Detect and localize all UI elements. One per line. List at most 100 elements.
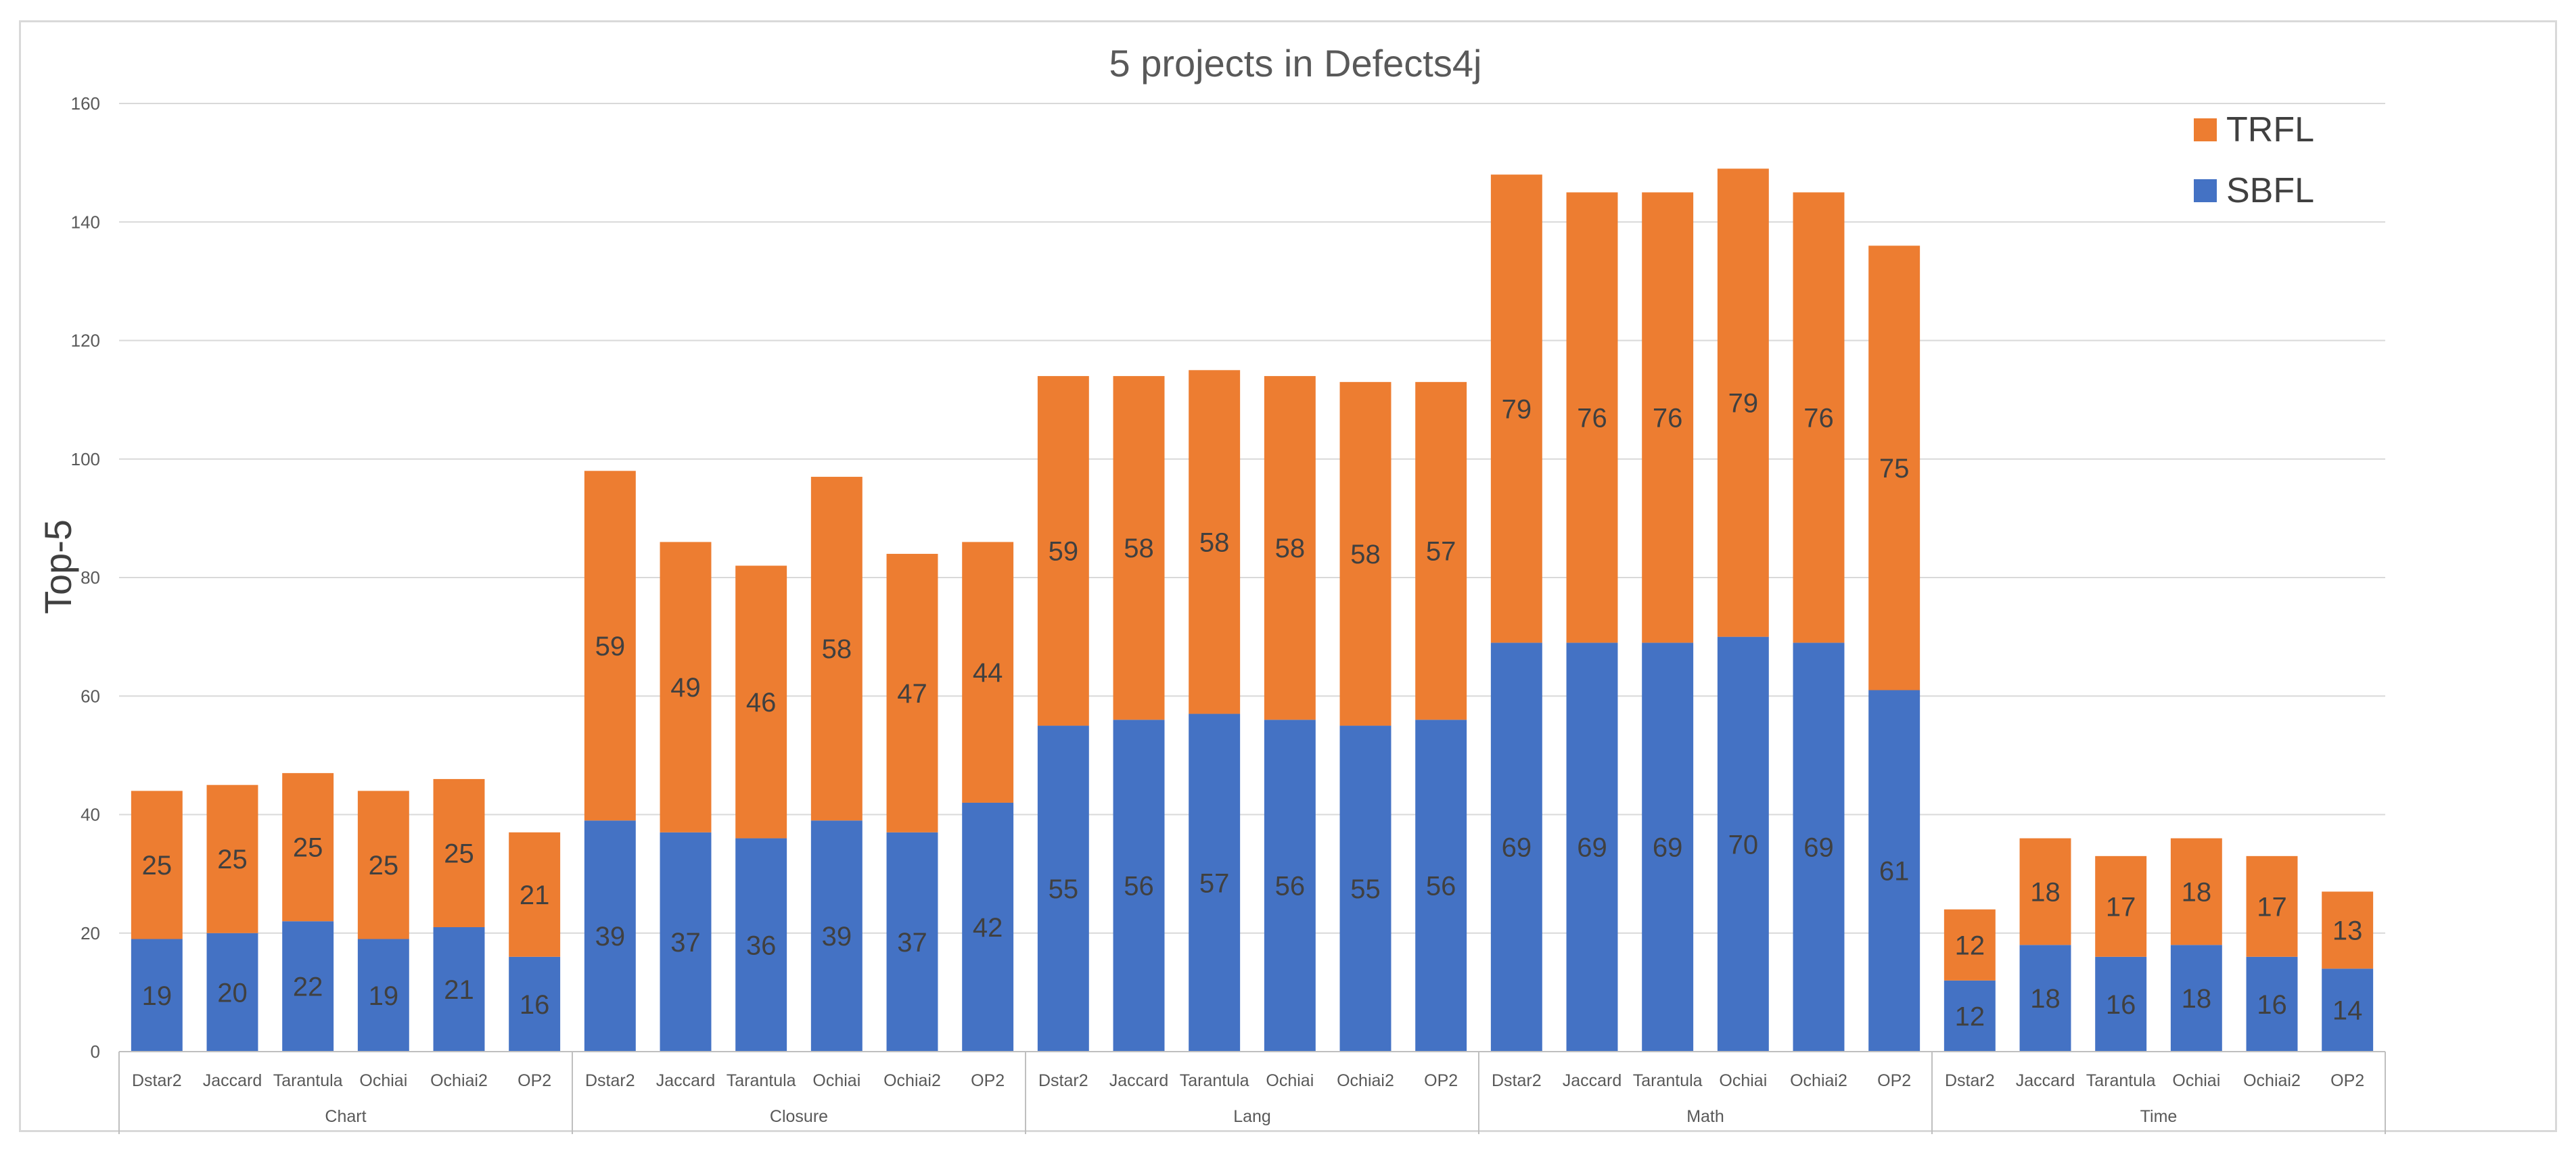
x-group-label: Math xyxy=(1686,1107,1724,1126)
bar-trfl xyxy=(1944,909,1996,981)
y-tick-label: 40 xyxy=(80,805,100,825)
y-tick-label: 160 xyxy=(71,93,100,114)
data-label-sbfl: 19 xyxy=(142,981,172,1011)
data-label-sbfl: 36 xyxy=(746,931,777,960)
bar-sbfl xyxy=(2095,956,2147,1052)
data-label-sbfl: 70 xyxy=(1728,830,1759,860)
x-tick-label: Jaccard xyxy=(1563,1071,1622,1090)
bar-sbfl xyxy=(1944,980,1996,1052)
data-label-sbfl: 21 xyxy=(444,975,474,1005)
bar-sbfl xyxy=(1566,642,1618,1052)
data-label-sbfl: 56 xyxy=(1124,872,1154,901)
bar-sbfl xyxy=(1264,720,1316,1052)
bar-trfl xyxy=(2322,891,2374,969)
bars: 19 25 20 25 22 25 19 25 21 25 16 21 39 59 37 49 36 46 39 58… xyxy=(131,168,2374,1052)
data-label-trfl: 58 xyxy=(1124,534,1154,563)
x-tick-label: Tarantula xyxy=(273,1071,343,1090)
x-group-label: Lang xyxy=(1233,1107,1271,1126)
bar-trfl xyxy=(735,565,787,839)
bar-trfl xyxy=(282,773,334,922)
bar-trfl xyxy=(1642,192,1694,643)
legend: TRFL SBFL xyxy=(2194,110,2314,210)
bar-sbfl xyxy=(433,927,485,1052)
x-tick-label: Jaccard xyxy=(2016,1071,2075,1090)
y-tick-label: 20 xyxy=(80,923,100,943)
bar-trfl xyxy=(584,471,636,821)
data-label-sbfl: 69 xyxy=(1803,833,1834,863)
y-tick-label: 120 xyxy=(71,331,100,351)
data-label-sbfl: 20 xyxy=(217,978,248,1008)
data-label-sbfl: 16 xyxy=(520,990,550,1020)
legend-label-sbfl: SBFL xyxy=(2226,171,2314,210)
x-tick-label: Ochiai2 xyxy=(2243,1071,2301,1090)
bar-sbfl xyxy=(1490,642,1542,1052)
bar-sbfl xyxy=(1113,720,1165,1052)
bar-trfl xyxy=(433,778,485,927)
bar-trfl xyxy=(2095,855,2147,957)
x-tick-label: Ochiai2 xyxy=(883,1071,941,1090)
bar-trfl xyxy=(1868,245,1920,690)
x-tick-label: Jaccard xyxy=(1109,1071,1169,1090)
bar-trfl xyxy=(357,791,409,939)
bar-trfl xyxy=(1566,192,1618,643)
bar-sbfl xyxy=(131,939,183,1052)
x-tick-label: Ochiai2 xyxy=(1337,1071,1394,1090)
data-label-sbfl: 69 xyxy=(1502,833,1532,863)
bar-sbfl xyxy=(1642,642,1694,1052)
x-tick-label: Dstar2 xyxy=(1038,1071,1088,1090)
data-label-sbfl: 37 xyxy=(670,928,701,958)
chart-frame: 5 projects in Defects4j 0 20 40 60 80 100 120 1… xyxy=(19,20,2557,1134)
data-label-sbfl: 57 xyxy=(1199,868,1230,898)
data-label-sbfl: 69 xyxy=(1653,833,1683,863)
data-label-trfl: 25 xyxy=(217,845,248,874)
data-label-sbfl: 42 xyxy=(973,913,1003,943)
data-label-trfl: 58 xyxy=(1350,540,1381,569)
x-tick-label: Ochiai xyxy=(1719,1071,1767,1090)
data-label-trfl: 46 xyxy=(746,688,777,718)
bar-sbfl xyxy=(810,820,862,1052)
data-label-trfl: 25 xyxy=(444,839,474,868)
data-label-trfl: 76 xyxy=(1577,403,1607,433)
bar-sbfl xyxy=(2019,945,2071,1052)
data-label-sbfl: 61 xyxy=(1879,857,1910,887)
data-label-trfl: 17 xyxy=(2257,892,2287,922)
x-axis: Dstar2 Jaccard Tarantula Ochiai Ochiai2 OP2 Ds… xyxy=(118,1051,2386,1134)
bar-trfl xyxy=(131,791,183,939)
data-label-sbfl: 12 xyxy=(1955,1002,1985,1031)
bar-sbfl xyxy=(1793,642,1845,1052)
bar-trfl xyxy=(1490,174,1542,643)
x-tick-label: Ochiai2 xyxy=(1790,1071,1847,1090)
x-tick-label: OP2 xyxy=(518,1071,551,1090)
data-label-sbfl: 69 xyxy=(1577,833,1607,863)
bar-sbfl xyxy=(2246,956,2298,1052)
data-label-trfl: 59 xyxy=(1049,537,1079,567)
x-tick-label: OP2 xyxy=(1877,1071,1911,1090)
bar-trfl xyxy=(1793,192,1845,643)
bar-sbfl xyxy=(962,802,1014,1052)
data-label-trfl: 49 xyxy=(670,673,701,703)
data-label-sbfl: 55 xyxy=(1350,874,1381,904)
bar-trfl xyxy=(810,477,862,821)
data-label-sbfl: 16 xyxy=(2106,990,2136,1020)
bar-sbfl xyxy=(509,956,561,1052)
data-label-sbfl: 18 xyxy=(2030,984,2061,1014)
x-tick-label: Tarantula xyxy=(1633,1071,1703,1090)
x-tick-label: Ochiai2 xyxy=(430,1071,488,1090)
x-tick-label: Ochiai xyxy=(1266,1071,1314,1090)
bar-trfl xyxy=(1037,376,1089,726)
x-tick-label: OP2 xyxy=(2330,1071,2364,1090)
bar-sbfl xyxy=(206,933,258,1052)
data-label-sbfl: 56 xyxy=(1426,872,1456,901)
bar-trfl xyxy=(1717,168,1769,637)
data-label-trfl: 18 xyxy=(2030,877,2061,907)
data-label-trfl: 21 xyxy=(520,881,550,910)
data-label-sbfl: 16 xyxy=(2257,990,2287,1020)
data-label-trfl: 44 xyxy=(973,658,1003,688)
bar-sbfl xyxy=(1189,713,1241,1052)
data-label-sbfl: 56 xyxy=(1275,872,1306,901)
bar-trfl xyxy=(2246,855,2298,957)
legend-label-trfl: TRFL xyxy=(2226,110,2314,149)
x-tick-label: Ochiai xyxy=(2172,1071,2220,1090)
data-label-trfl: 59 xyxy=(595,632,626,661)
data-label-trfl: 57 xyxy=(1426,537,1456,567)
